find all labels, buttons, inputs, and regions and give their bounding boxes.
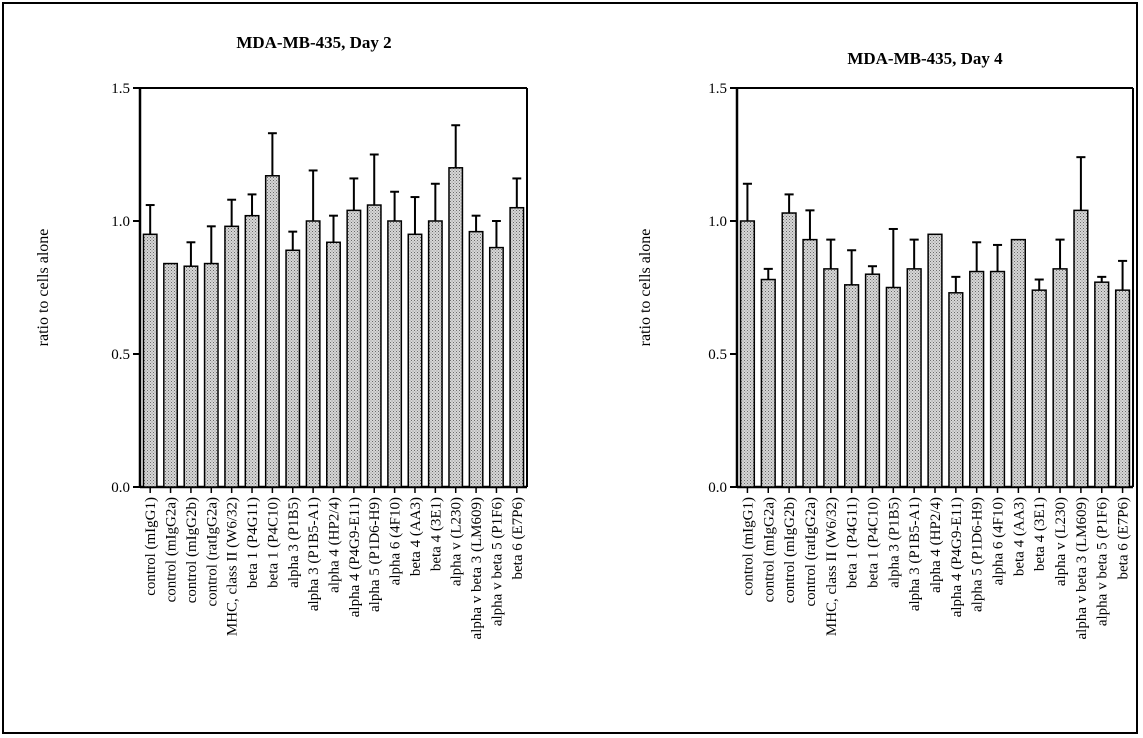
- bar: [989, 270, 1006, 488]
- x-tick-label: alpha 5 (P1D6-H9): [367, 497, 383, 612]
- x-tick-label: control (mIgG2a): [164, 497, 180, 602]
- x-tick-label: alpha 3 (P1B5): [886, 497, 902, 588]
- chart-day4: MDA-MB-435, Day 4 ratio to cells alone 0.0…: [637, 49, 1134, 639]
- x-tick-label: alpha v (L230): [1053, 497, 1069, 586]
- y-axis-label: ratio to cells alone: [637, 229, 654, 347]
- x-tick-label: alpha 4 (P4G9-E11): [347, 497, 363, 617]
- x-tick-label: alpha v beta 5 (P1F6): [1095, 497, 1111, 626]
- x-tick-label: beta 4 (AA3): [408, 497, 424, 576]
- bar: [468, 230, 484, 488]
- bar: [1114, 289, 1131, 488]
- bar: [163, 262, 179, 488]
- bar: [488, 246, 504, 488]
- x-tick-label: alpha v (L230): [449, 497, 465, 586]
- x-tick-label: control (mIgG2a): [761, 497, 777, 602]
- bar: [1010, 238, 1026, 488]
- x-tick-label: alpha v beta 3 (LM609): [1074, 497, 1090, 639]
- y-tick-label: 1.5: [111, 81, 130, 97]
- bar: [387, 220, 403, 488]
- bar: [969, 270, 985, 488]
- x-tick-label: beta 4 (AA3): [1011, 497, 1027, 576]
- x-tick-label: alpha 3 (P1B5): [286, 497, 302, 588]
- bar: [183, 265, 199, 488]
- bar: [781, 212, 797, 488]
- y-tick-label: 1.5: [708, 81, 727, 97]
- bar: [844, 284, 860, 488]
- bar: [427, 220, 443, 488]
- x-tick-label: alpha v beta 5 (P1F6): [489, 497, 505, 626]
- x-tick-label: beta 4 (3E1): [1032, 497, 1048, 571]
- x-tick-label: beta 6 (E7P6): [510, 497, 526, 579]
- x-tick-label: alpha 6 (4F10): [991, 497, 1007, 585]
- x-tick-label: control (mIgG1): [740, 497, 756, 596]
- bar: [802, 238, 818, 488]
- bar: [906, 268, 922, 488]
- bar: [948, 292, 964, 488]
- x-tick-label: control (ratIgG2a): [204, 497, 220, 607]
- x-tick-label: control (mIgG2b): [184, 497, 200, 603]
- x-tick-label: beta 1 (P4G11): [845, 497, 861, 588]
- bar: [264, 175, 280, 488]
- bar: [927, 233, 943, 488]
- x-tick-label: alpha 6 (4F10): [388, 497, 404, 585]
- x-tick-label: alpha 4 (P4G9-E11): [949, 497, 965, 617]
- bar: [760, 278, 776, 488]
- y-tick-label: 0.0: [708, 480, 727, 496]
- bar: [326, 241, 341, 488]
- bar: [1073, 209, 1089, 488]
- x-tick-label: alpha 4 (HP2/4): [928, 497, 944, 593]
- x-tick-label: alpha 5 (P1D6-H9): [970, 497, 986, 612]
- bar: [346, 209, 362, 488]
- x-tick-label: alpha 4 (HP2/4): [327, 497, 343, 593]
- bar: [285, 249, 301, 488]
- x-tick-label: alpha 3 (P1B5-A1): [306, 497, 322, 611]
- bar: [864, 273, 881, 488]
- y-tick-label: 0.5: [708, 347, 727, 363]
- bar: [739, 220, 756, 488]
- chart-day2: MDA-MB-435, Day 2 ratio to cells alone 0.0…: [35, 33, 528, 639]
- x-tick-label: control (mIgG1): [143, 497, 159, 596]
- x-tick-label: beta 4 (3E1): [428, 497, 444, 571]
- y-axis-label: ratio to cells alone: [35, 229, 52, 347]
- bar: [244, 214, 260, 488]
- y-tick-label: 1.0: [708, 214, 727, 230]
- chart-title: MDA-MB-435, Day 2: [236, 33, 391, 52]
- bar: [509, 206, 525, 488]
- x-tick-label: alpha v beta 3 (LM609): [469, 497, 485, 639]
- bar: [224, 225, 240, 488]
- x-tick-label: alpha 3 (P1B5-A1): [907, 497, 923, 611]
- x-tick-label: control (mIgG2b): [782, 497, 798, 603]
- x-tick-label: beta 1 (P4C10): [265, 497, 281, 588]
- chart-title: MDA-MB-435, Day 4: [847, 49, 1003, 68]
- y-tick-label: 1.0: [111, 214, 130, 230]
- bar: [407, 233, 423, 488]
- bar: [1031, 289, 1047, 488]
- bar: [448, 167, 464, 488]
- bar: [1094, 281, 1110, 488]
- x-tick-label: control (ratIgG2a): [803, 497, 819, 607]
- x-tick-label: beta 6 (E7P6): [1116, 497, 1132, 579]
- y-tick-label: 0.5: [111, 347, 130, 363]
- y-tick-label: 0.0: [111, 480, 130, 496]
- bar: [366, 204, 382, 488]
- bar: [203, 262, 219, 488]
- x-tick-label: MHC, class II (W6/32): [824, 497, 840, 636]
- x-tick-label: beta 1 (P4C10): [865, 497, 881, 588]
- bar: [142, 233, 158, 488]
- x-tick-label: beta 1 (P4G11): [245, 497, 261, 588]
- bar: [823, 268, 839, 488]
- bar: [305, 220, 321, 488]
- bar: [885, 286, 901, 488]
- x-tick-label: MHC, class II (W6/32): [225, 497, 241, 636]
- bar: [1052, 268, 1068, 488]
